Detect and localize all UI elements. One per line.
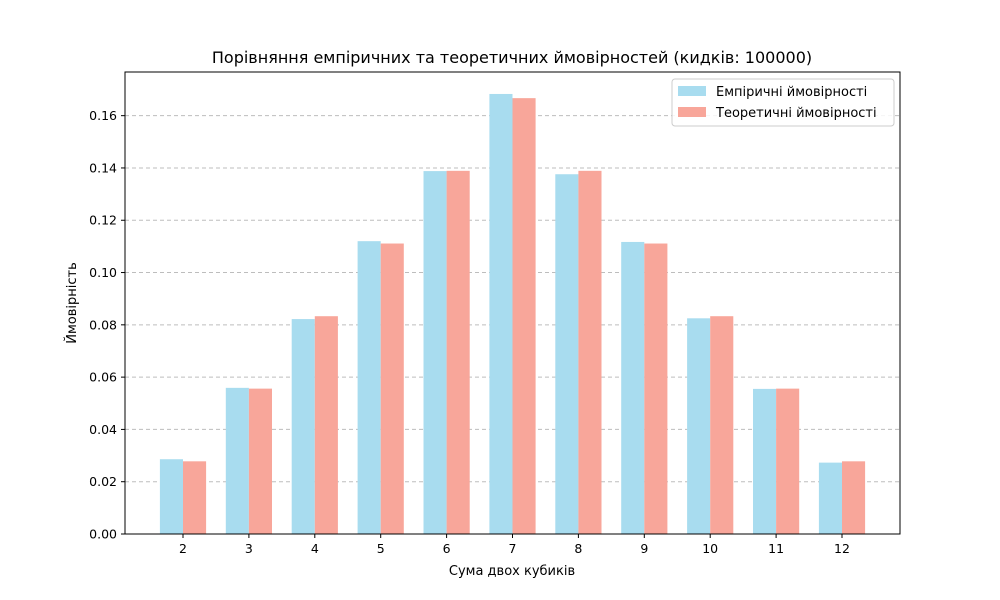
bar-theoretical — [776, 388, 800, 534]
bar-empirical — [357, 241, 381, 535]
y-tick-label: 0.12 — [89, 213, 117, 228]
legend-label: Емпіричні ймовірності — [716, 85, 867, 100]
bar-theoretical — [380, 243, 404, 534]
bar-theoretical — [314, 316, 338, 534]
x-tick-label: 6 — [443, 541, 451, 556]
legend-box — [671, 78, 895, 127]
y-tick-label: 0.14 — [89, 160, 117, 175]
x-tick-label: 2 — [179, 541, 187, 556]
bar-theoretical — [446, 170, 470, 535]
y-tick-label: 0.08 — [89, 317, 117, 332]
bar-theoretical — [710, 316, 734, 534]
bar-theoretical — [512, 98, 536, 535]
ticks: 0.00 0.02 0.04 0.06 0.08 0.10 0.12 0.14 0.16 2 3 4 5… — [89, 108, 850, 556]
bar-theoretical — [183, 461, 207, 534]
legend: Емпіричні ймовірності Теоретичні ймовірно… — [671, 78, 895, 127]
y-tick-label: 0.16 — [89, 108, 117, 123]
bar-theoretical — [644, 243, 668, 534]
bars — [159, 93, 866, 535]
y-tick-label: 0.02 — [89, 474, 117, 489]
y-tick-label: 0.00 — [89, 527, 117, 542]
x-tick-label: 11 — [768, 541, 784, 556]
bar-empirical — [555, 174, 579, 534]
bar-theoretical — [842, 461, 866, 534]
bar-theoretical — [248, 388, 272, 534]
y-tick-label: 0.06 — [89, 370, 117, 385]
legend-swatch — [678, 86, 706, 96]
x-tick-label: 4 — [311, 541, 319, 556]
x-tick-label: 10 — [702, 541, 718, 556]
x-axis-label: Сума двох кубиків — [449, 564, 575, 579]
bar-empirical — [753, 388, 777, 534]
x-tick-label: 3 — [245, 541, 253, 556]
x-tick-label: 8 — [574, 541, 582, 556]
x-tick-label: 5 — [377, 541, 385, 556]
bar-empirical — [159, 459, 183, 534]
bar-empirical — [687, 318, 711, 534]
bar-empirical — [489, 93, 513, 534]
y-tick-label: 0.04 — [89, 422, 117, 437]
x-tick-label: 12 — [834, 541, 850, 556]
bar-theoretical — [578, 170, 602, 535]
bar-empirical — [818, 462, 842, 534]
bar-empirical — [423, 171, 447, 534]
legend-label: Теоретичні ймовірності — [715, 106, 877, 121]
bar-empirical — [225, 387, 249, 534]
bar-empirical — [291, 319, 315, 534]
x-tick-label: 7 — [509, 541, 517, 556]
chart-title: Порівняння емпіричних та теоретичних ймо… — [212, 48, 812, 67]
legend-swatch — [678, 107, 706, 117]
y-axis-label: Ймовірність — [64, 262, 80, 344]
x-tick-label: 9 — [640, 541, 648, 556]
bar-empirical — [621, 241, 645, 534]
y-tick-label: 0.10 — [89, 265, 117, 280]
